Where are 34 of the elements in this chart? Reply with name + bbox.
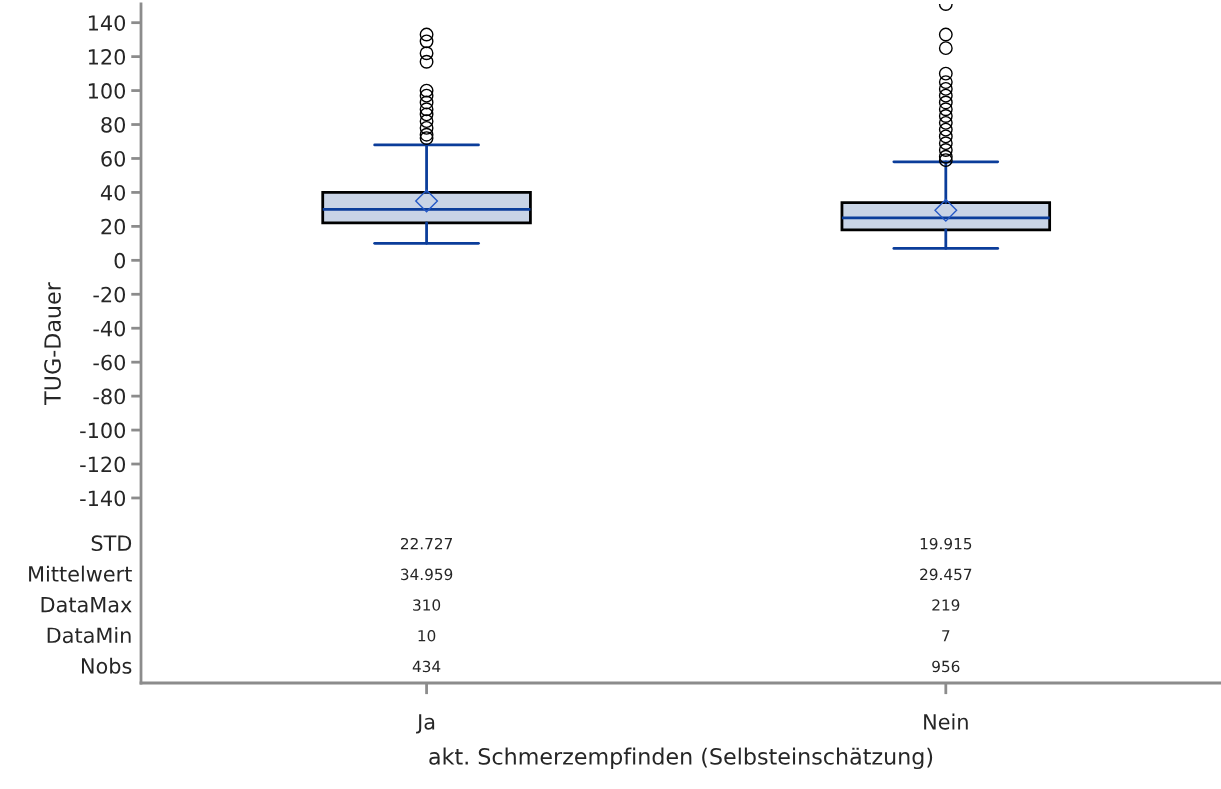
annotation: 310: [413, 599, 441, 611]
y-tick-label: -60: [93, 354, 126, 371]
y-tick-label: 0: [114, 252, 126, 269]
y-tick-label: -140: [80, 490, 126, 507]
annotation: 956: [932, 660, 960, 673]
x-axis-title: akt. Schmerzempfinden (Selbsteinschätzung): [429, 747, 933, 770]
text: STD: [91, 535, 132, 552]
y-tick-label: -80: [93, 388, 126, 405]
text: Nobs: [81, 657, 132, 674]
y-tick-label: 140: [88, 15, 126, 31]
y-tick-label: -120: [80, 456, 126, 473]
annotation: 434: [412, 660, 441, 673]
y-tick-label: 100: [88, 83, 126, 99]
annotation: 22.727: [400, 537, 452, 550]
text: Mittelwert: [29, 565, 132, 582]
y-axis-title: TUG-Dauer: [44, 282, 61, 405]
annotation: 19.915: [920, 537, 972, 550]
annotation: 219: [932, 599, 960, 611]
y-tick-label: 80: [101, 116, 126, 133]
y-tick-label: -100: [80, 422, 126, 439]
x-tick-label: Ja: [416, 714, 435, 734]
text: DataMax: [41, 596, 132, 613]
text: DataMin: [47, 627, 131, 644]
y-tick-label: 20: [101, 218, 126, 235]
y-tick-label: 60: [101, 150, 126, 167]
x-tick-label: Nein: [924, 713, 968, 730]
annotation: 10: [418, 629, 436, 642]
y-tick-label: -40: [93, 320, 126, 337]
annotation: 7: [942, 630, 950, 642]
y-tick-label: 120: [88, 49, 126, 65]
annotation: 29.457: [920, 568, 972, 581]
annotation: 34.959: [401, 568, 453, 581]
y-tick-label: 40: [100, 184, 126, 201]
y-tick-label: -20: [93, 286, 126, 303]
